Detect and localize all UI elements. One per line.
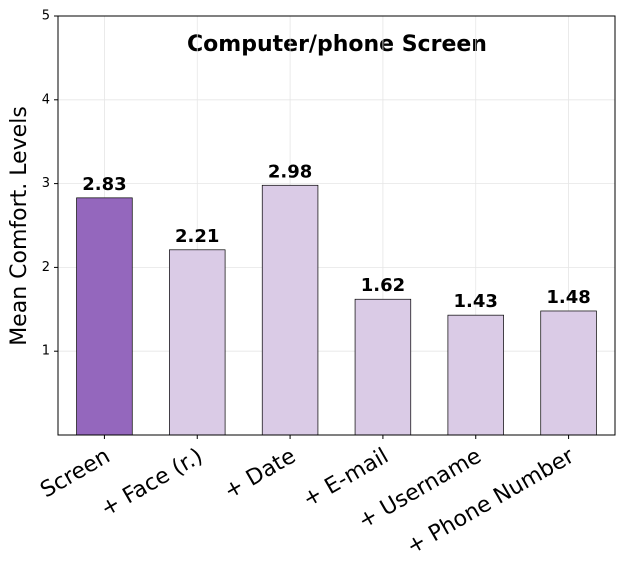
data-label: 1.48 (546, 287, 590, 308)
plot-frame (57, 15, 616, 436)
bar (540, 310, 597, 436)
data-label: 1.43 (454, 291, 498, 312)
chart-title: Computer/phone Screen (187, 32, 487, 57)
data-label: 2.98 (268, 161, 312, 182)
bar (169, 249, 226, 436)
y-tick-label: 3 (42, 176, 50, 191)
bar (76, 197, 133, 436)
y-tick-label: 2 (42, 260, 50, 275)
x-tick-label: + Face (r.) (97, 444, 208, 522)
y-tick-label: 5 (42, 9, 50, 24)
data-label: 1.62 (361, 275, 405, 296)
bar (354, 298, 412, 436)
bar (447, 314, 504, 436)
bar (261, 184, 319, 436)
x-tick-label: Screen (36, 444, 114, 503)
y-tick-label: 1 (42, 344, 50, 359)
y-tick-label: 4 (42, 92, 50, 107)
y-axis-label: Mean Comfort. Levels (7, 106, 32, 346)
x-tick-label: + Date (220, 444, 300, 505)
data-label: 2.83 (82, 174, 126, 195)
data-label: 2.21 (175, 226, 219, 247)
x-tick-label: + Phone Number (402, 443, 579, 560)
